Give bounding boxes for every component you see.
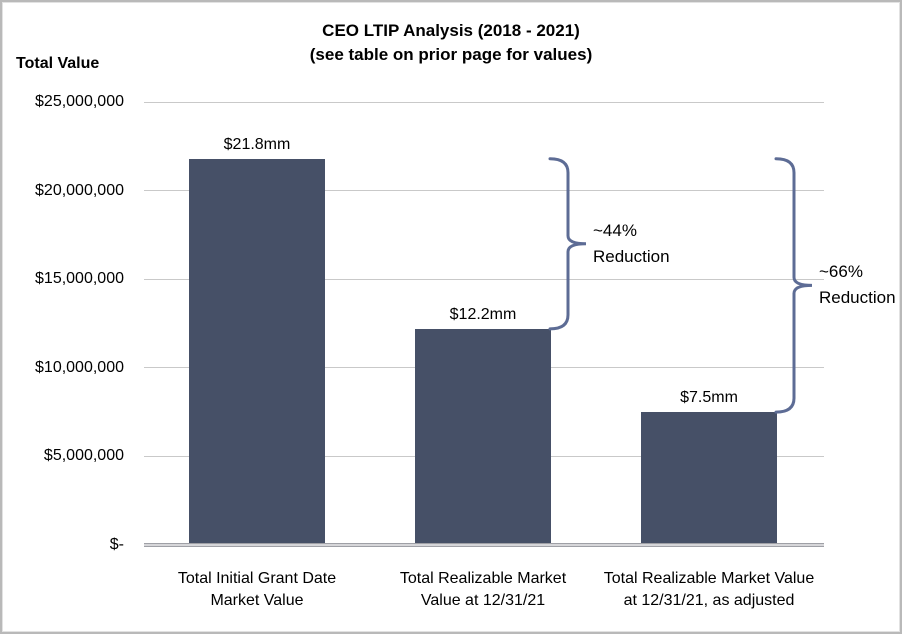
category-label: Total Initial Grant Date Market Value bbox=[177, 570, 337, 609]
category-label: Total Realizable Market Value at 12/31/2… bbox=[603, 570, 815, 609]
y-tick-label: $15,000,000 bbox=[35, 270, 124, 288]
y-tick-label: $10,000,000 bbox=[35, 358, 124, 376]
bar bbox=[189, 158, 325, 545]
bar bbox=[415, 328, 551, 545]
reduction-annotation: ~66% Reduction bbox=[819, 262, 896, 308]
chart-subtitle: (see table on prior page for values) bbox=[309, 45, 593, 64]
y-tick-label: $5,000,000 bbox=[43, 447, 124, 465]
bar-value-label: $7.5mm bbox=[680, 389, 738, 407]
category-label: Total Realizable Market Value at 12/31/2… bbox=[399, 570, 567, 609]
bar bbox=[641, 412, 777, 545]
reduction-annotation: ~44% Reduction bbox=[593, 220, 670, 266]
y-tick-label: $20,000,000 bbox=[35, 181, 124, 199]
chart-title: CEO LTIP Analysis (2018 - 2021) bbox=[322, 21, 580, 40]
y-axis-title: Total Value bbox=[16, 55, 100, 72]
bar-value-label: $12.2mm bbox=[449, 305, 517, 323]
x-axis-line bbox=[144, 543, 824, 547]
gridline bbox=[144, 101, 824, 103]
bar-value-label: $21.8mm bbox=[223, 135, 291, 153]
y-tick-label: $- bbox=[109, 536, 124, 553]
y-tick-label: $25,000,000 bbox=[35, 93, 124, 110]
gridline bbox=[144, 278, 824, 280]
gridline bbox=[144, 190, 824, 192]
